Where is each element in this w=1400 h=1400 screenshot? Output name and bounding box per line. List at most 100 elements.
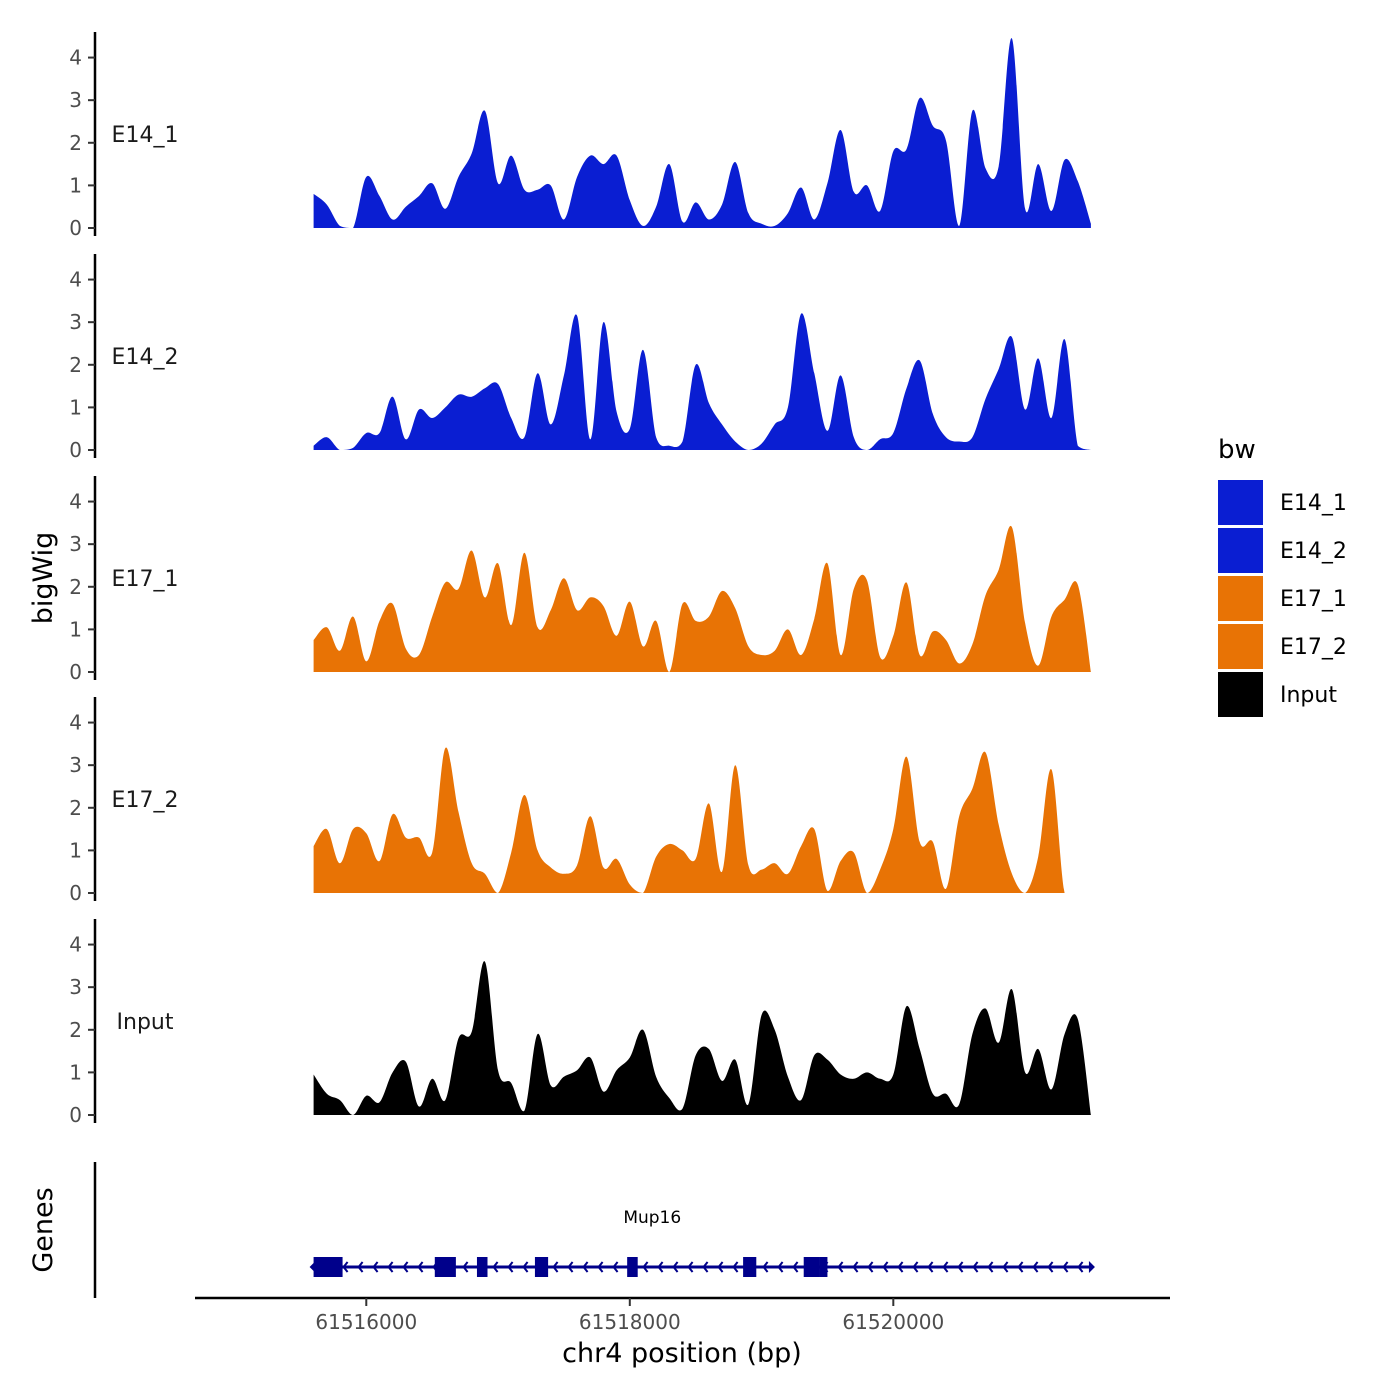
track-E17_2: 0 1 2 3 4 E17_2 xyxy=(69,697,1091,905)
strand-arrow xyxy=(582,1261,589,1273)
y-tick-label: 1 xyxy=(69,395,82,419)
strand-arrow xyxy=(777,1261,784,1273)
strand-arrow xyxy=(1002,1261,1009,1273)
y-tick-label: 3 xyxy=(69,310,82,334)
strand-arrow xyxy=(972,1261,979,1273)
gene-exon xyxy=(743,1257,757,1277)
strand-arrow xyxy=(687,1261,694,1273)
gene-Mup16: Mup16 xyxy=(309,1208,1095,1277)
y-tick-label: 4 xyxy=(69,711,82,735)
legend-item-E17_2: E17_2 xyxy=(1218,624,1347,669)
gene-exon xyxy=(803,1257,820,1277)
strand-arrow xyxy=(612,1261,619,1273)
track-label: E14_1 xyxy=(112,123,179,148)
y-tick-label: 2 xyxy=(69,796,82,820)
track-label: E17_1 xyxy=(112,567,179,592)
x-tick-label: 61518000 xyxy=(579,1310,681,1334)
strand-arrow xyxy=(882,1261,889,1273)
legend-item-E17_1: E17_1 xyxy=(1218,576,1347,621)
gene-exon xyxy=(534,1257,549,1277)
gene-exon xyxy=(476,1257,488,1277)
track-E17_1: 0 1 2 3 4 E17_1 xyxy=(69,476,1091,684)
x-axis-title: chr4 position (bp) xyxy=(562,1338,802,1369)
y-tick-label: 1 xyxy=(69,1060,82,1084)
legend-label: E17_1 xyxy=(1280,587,1347,612)
strand-arrow xyxy=(702,1261,709,1273)
y-tick-label: 0 xyxy=(69,216,82,240)
strand-arrow xyxy=(387,1261,394,1273)
strand-arrow xyxy=(732,1261,739,1273)
track-label: E17_2 xyxy=(112,788,179,813)
track-Input: 0 1 2 3 4 Input xyxy=(69,919,1091,1127)
x-ticks: 61516000 61518000 61520000 xyxy=(315,1298,944,1334)
legend-label: E14_2 xyxy=(1280,539,1347,564)
strand-arrow xyxy=(957,1261,964,1273)
track-E14_2: 0 1 2 3 4 E14_2 xyxy=(69,254,1091,462)
strand-arrow xyxy=(1062,1261,1069,1273)
strand-arrow xyxy=(897,1261,904,1273)
legend-label: E14_1 xyxy=(1280,491,1347,516)
strand-arrow xyxy=(1032,1261,1039,1273)
strand-arrow xyxy=(1047,1261,1054,1273)
legend-items: E14_1 E14_2 E17_1 E17_2 Input xyxy=(1218,480,1347,717)
y-tick-label: 2 xyxy=(69,131,82,155)
legend-swatch xyxy=(1218,528,1263,573)
gene-end-cap xyxy=(1088,1261,1095,1273)
y-tick-label: 4 xyxy=(69,933,82,957)
gene-exon xyxy=(627,1257,638,1277)
y-tick-label: 2 xyxy=(69,575,82,599)
y-tick-label: 1 xyxy=(69,838,82,862)
strand-arrow xyxy=(462,1261,469,1273)
signal-area-E17_2 xyxy=(313,747,1091,893)
y-tick-label: 4 xyxy=(69,268,82,292)
legend-item-Input: Input xyxy=(1218,672,1337,717)
strand-arrow xyxy=(552,1261,559,1273)
y-tick-label: 1 xyxy=(69,617,82,641)
strand-arrow xyxy=(1017,1261,1024,1273)
legend-item-E14_2: E14_2 xyxy=(1218,528,1347,573)
strand-arrow xyxy=(927,1261,934,1273)
strand-arrow xyxy=(912,1261,919,1273)
gene-exon xyxy=(819,1257,828,1277)
strand-arrow xyxy=(492,1261,499,1273)
y-axis-title: bigWig xyxy=(28,532,59,625)
legend-title: bw xyxy=(1218,435,1256,465)
signal-area-E14_2 xyxy=(313,313,1091,450)
legend-swatch xyxy=(1218,576,1263,621)
y-tick-label: 3 xyxy=(69,88,82,112)
signal-area-E17_1 xyxy=(313,525,1091,672)
strand-arrow xyxy=(567,1261,574,1273)
y-tick-label: 3 xyxy=(69,532,82,556)
signal-area-Input xyxy=(313,961,1091,1115)
x-tick-label: 61516000 xyxy=(315,1310,417,1334)
x-tick-label: 61520000 xyxy=(842,1310,944,1334)
gene-panel: Genes Mup16 xyxy=(28,1162,1095,1298)
y-tick-label: 2 xyxy=(69,1018,82,1042)
y-tick-label: 0 xyxy=(69,1103,82,1127)
y-tick-label: 0 xyxy=(69,660,82,684)
strand-arrow xyxy=(1077,1261,1084,1273)
legend-item-E14_1: E14_1 xyxy=(1218,480,1347,525)
legend-swatch xyxy=(1218,480,1263,525)
gene-end-cap xyxy=(309,1261,316,1273)
gene-name-label: Mup16 xyxy=(623,1208,681,1228)
strand-arrow xyxy=(342,1261,349,1273)
y-tick-label: 0 xyxy=(69,881,82,905)
strand-arrow xyxy=(402,1261,409,1273)
legend: bw E14_1 E14_2 E17_1 E17_2 Input xyxy=(1218,435,1347,717)
strand-arrow xyxy=(522,1261,529,1273)
strand-arrow xyxy=(867,1261,874,1273)
strand-arrow xyxy=(597,1261,604,1273)
y-tick-label: 2 xyxy=(69,353,82,377)
signal-area-E14_1 xyxy=(313,38,1091,228)
legend-label: E17_2 xyxy=(1280,635,1347,660)
y-tick-label: 4 xyxy=(69,46,82,70)
strand-arrow xyxy=(657,1261,664,1273)
strand-arrow xyxy=(762,1261,769,1273)
strand-arrow xyxy=(372,1261,379,1273)
strand-arrow xyxy=(792,1261,799,1273)
y-tick-label: 3 xyxy=(69,753,82,777)
gene-exon xyxy=(313,1257,343,1277)
strand-arrow xyxy=(837,1261,844,1273)
